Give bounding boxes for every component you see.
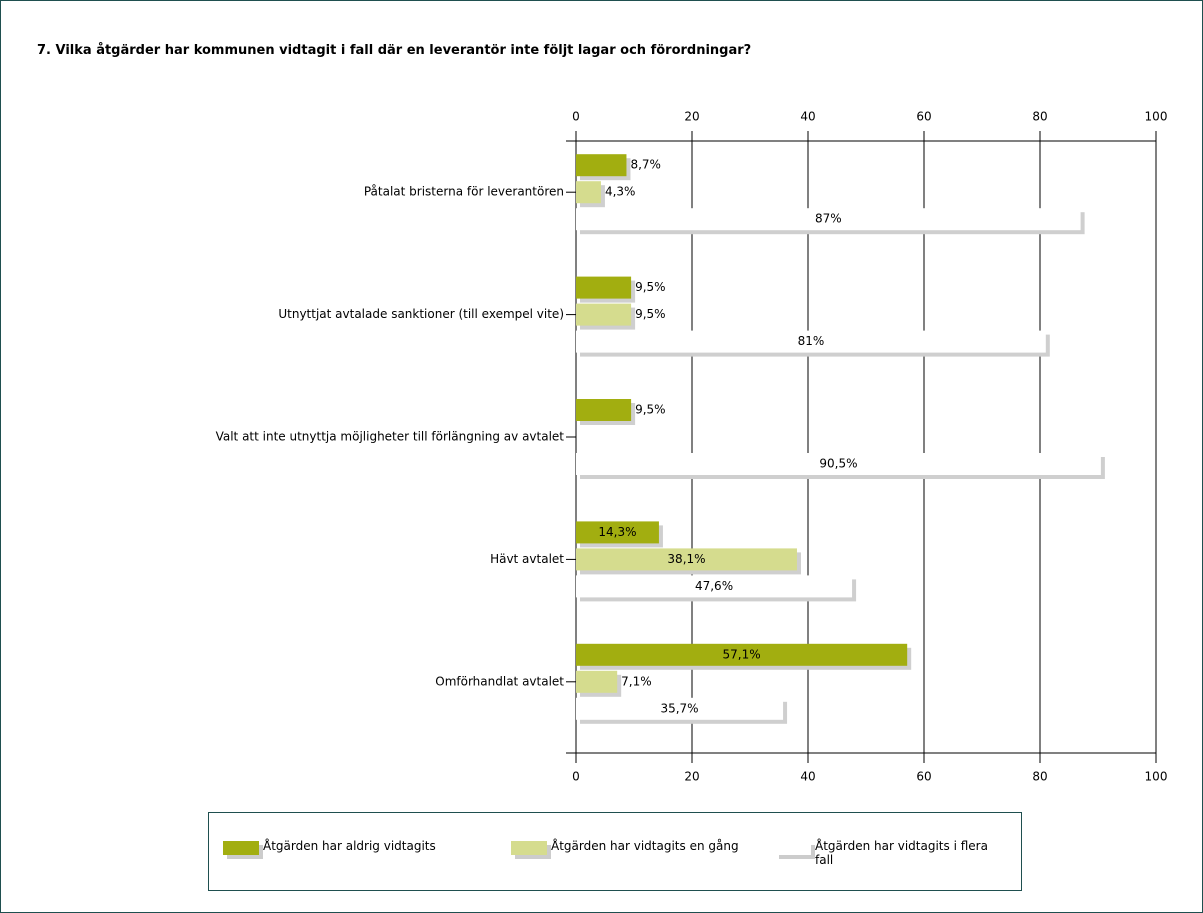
bar (576, 521, 659, 544)
y-tick-label: Omförhandlat avtalet (435, 674, 564, 688)
legend-label: Åtgärden har aldrig vidtagits (263, 839, 436, 853)
legend-item: Åtgärden har vidtagits en gång (511, 839, 741, 855)
value-label: 90,5% (819, 457, 857, 471)
x-tick-label: 80 (1032, 110, 1047, 124)
x-tick-label: 0 (572, 110, 580, 124)
value-label: 9,5% (635, 403, 666, 417)
legend-swatch (511, 841, 547, 855)
chart: 0 0 20 20 40 40 60 60 80 80 100 100 Påtalat bristern… (216, 110, 1168, 784)
y-tick-label: Påtalat bristerna för leverantören (364, 185, 564, 199)
bar (576, 670, 618, 693)
value-label: 87% (815, 212, 842, 226)
x-tick-label: 60 (916, 110, 931, 124)
value-label: 38,1% (667, 552, 705, 566)
x-tick-label: 40 (800, 770, 815, 784)
x-tick-label: 40 (800, 110, 815, 124)
legend-label: Åtgärden har vidtagits i flera fall (815, 839, 988, 867)
bar (576, 208, 1081, 231)
bar (576, 643, 908, 666)
y-tick-label: Valt att inte utnyttja möjligheter till … (216, 430, 565, 444)
x-tick-label: 100 (1145, 110, 1168, 124)
value-label: 4,3% (605, 185, 636, 199)
x-tick-label: 0 (572, 770, 580, 784)
bar (576, 276, 632, 299)
bar (576, 154, 627, 177)
value-label: 8,7% (630, 158, 661, 172)
legend-swatch (775, 841, 811, 855)
bar (576, 697, 784, 720)
value-label: 47,6% (695, 579, 733, 593)
legend-item: Åtgärden har vidtagits i flera fall (775, 839, 1005, 867)
bar (576, 548, 797, 571)
bar (576, 181, 601, 204)
value-label: 14,3% (598, 525, 636, 539)
legend: Åtgärden har aldrig vidtagits Åtgärden ha… (208, 812, 1022, 891)
x-tick-label: 80 (1032, 770, 1047, 784)
x-tick-label: 20 (684, 110, 699, 124)
chart-title: 7. Vilka åtgärder har kommunen vidtagit … (37, 43, 752, 58)
x-tick-label: 20 (684, 770, 699, 784)
legend-swatch (223, 841, 259, 855)
value-label: 35,7% (660, 701, 698, 715)
value-label: 9,5% (635, 280, 666, 294)
value-label: 7,1% (621, 674, 652, 688)
x-tick-label: 100 (1145, 770, 1168, 784)
bar (576, 453, 1101, 475)
legend-item: Åtgärden har aldrig vidtagits (223, 839, 453, 855)
bar (576, 303, 632, 326)
value-label: 9,5% (635, 307, 666, 321)
value-label: 57,1% (723, 647, 761, 661)
value-label: 81% (798, 334, 825, 348)
x-tick-label: 60 (916, 770, 931, 784)
bar (576, 399, 632, 421)
y-tick-label: Hävt avtalet (490, 552, 564, 566)
bar (576, 575, 853, 598)
legend-label: Åtgärden har vidtagits en gång (551, 839, 739, 853)
bar (576, 330, 1046, 353)
y-tick-label: Utnyttjat avtalade sanktioner (till exem… (278, 307, 564, 321)
